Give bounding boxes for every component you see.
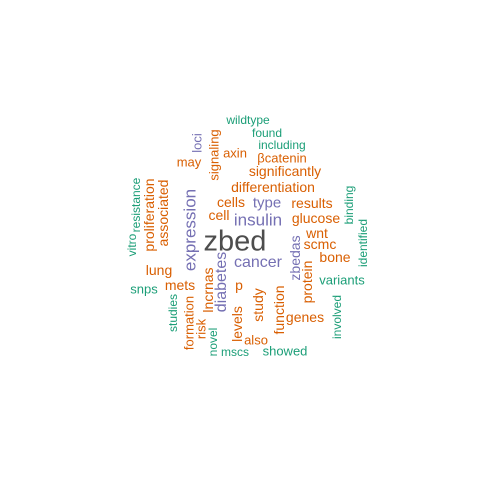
cloud-word: proliferation (141, 178, 157, 252)
cloud-word: p (235, 277, 243, 293)
cloud-word: function (271, 285, 287, 335)
cloud-word: may (176, 154, 202, 170)
cloud-word: βcatenin (257, 150, 307, 166)
cloud-word: loci (189, 133, 205, 153)
cloud-word: signaling (206, 129, 222, 181)
cloud-word: significantly (248, 163, 322, 179)
cloud-word: bone (319, 249, 351, 265)
cloud-word: levels (229, 306, 245, 342)
cloud-word: involved (330, 294, 344, 340)
cloud-word: expression (180, 188, 200, 272)
cloud-word: cells (216, 194, 246, 210)
cloud-word: showed (262, 343, 308, 359)
cloud-word: wildtype (226, 113, 270, 127)
cloud-word: mets (164, 277, 196, 293)
cloud-word: mscs (221, 345, 249, 359)
cloud-word: variants (319, 272, 365, 288)
cloud-word: scmc (303, 236, 337, 252)
cloud-word: type (252, 194, 282, 212)
cloud-word: cell (208, 207, 230, 223)
cloud-word: studies (166, 293, 180, 333)
cloud-word: diabetes (213, 251, 230, 313)
cloud-word: lncrnas (200, 267, 216, 313)
cloud-word: differentiation (231, 179, 315, 195)
cloud-word: also (244, 332, 268, 348)
cloud-word: snps (130, 281, 158, 297)
cloud-word: vitro (125, 233, 139, 257)
cloud-word: novel (206, 327, 220, 357)
cloud-word: cancer (233, 254, 283, 271)
cloud-word: identified (356, 218, 370, 268)
cloud-word: insulin (233, 210, 283, 230)
cloud-word: zbed (203, 225, 267, 258)
cloud-word: genes (285, 309, 325, 325)
cloud-word: glucose (291, 210, 341, 226)
cloud-word: study (250, 288, 266, 322)
cloud-word: results (291, 195, 333, 211)
cloud-word: binding (342, 185, 356, 225)
cloud-word: wnt (306, 225, 328, 241)
cloud-word: including (258, 138, 306, 152)
cloud-word: protein (299, 260, 315, 304)
cloud-word: found (251, 126, 283, 140)
cloud-word: associated (155, 179, 171, 247)
cloud-word: axin (223, 145, 247, 161)
cloud-word: lung (145, 262, 173, 278)
